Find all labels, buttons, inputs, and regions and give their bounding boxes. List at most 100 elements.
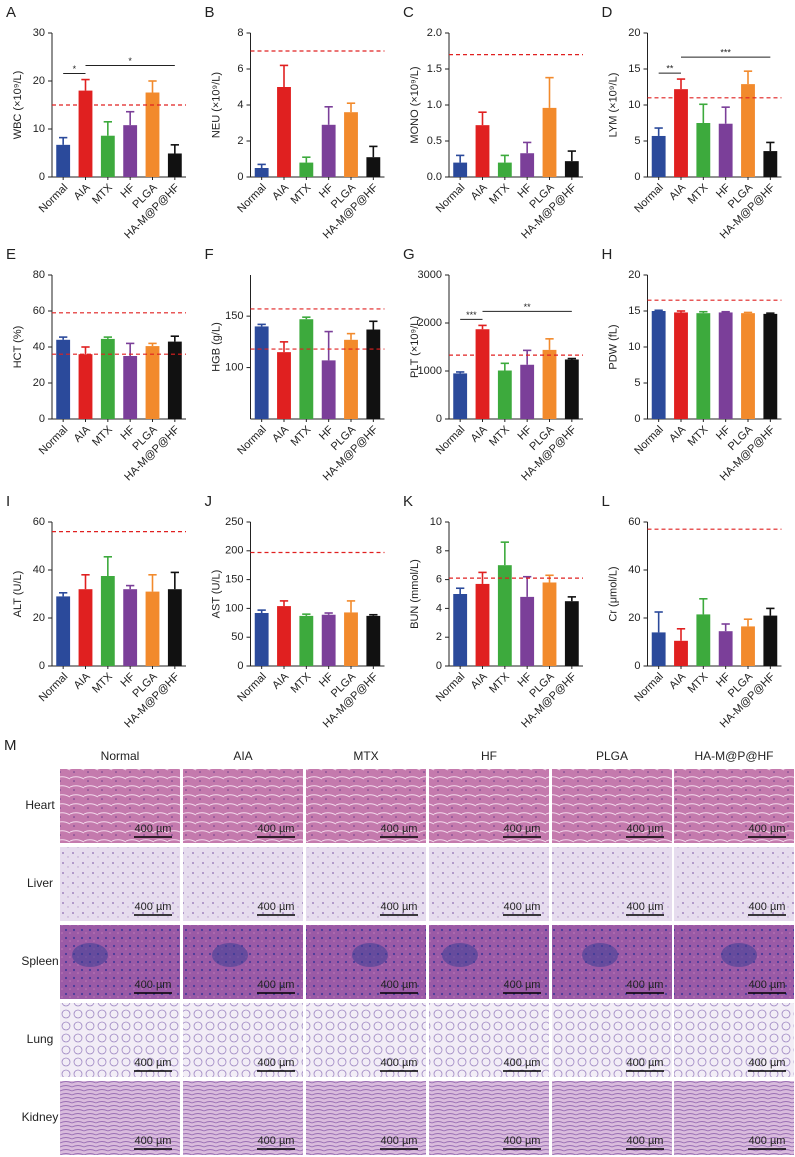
histology-texture: [674, 847, 794, 921]
scale-bar-label: 400 µm: [381, 1135, 418, 1147]
scale-bar-label: 400 µm: [749, 823, 786, 835]
x-tick-label: MTX: [289, 181, 314, 206]
x-tick-label: MTX: [487, 670, 512, 695]
x-tick-label: MTX: [289, 423, 314, 448]
scale-bar-label: 400 µm: [258, 901, 295, 913]
bar: [763, 151, 778, 177]
x-tick-label: Normal: [632, 424, 666, 458]
x-tick-label: AIA: [667, 670, 688, 691]
x-tick-label: AIA: [270, 423, 291, 444]
bar: [520, 596, 535, 666]
x-tick-label: AIA: [72, 423, 93, 444]
y-tick-label: 15: [628, 305, 640, 317]
y-tick-label: 80: [33, 269, 45, 281]
y-tick-label: 1.0: [427, 99, 442, 111]
x-tick-label: AIA: [667, 423, 688, 444]
bar: [366, 329, 381, 419]
scale-bar-label: 400 µm: [135, 901, 172, 913]
bar: [344, 112, 358, 177]
bar: [696, 123, 711, 177]
column-label: MTX: [353, 749, 378, 763]
bar: [520, 153, 535, 177]
column-label: HA-M@P@HF: [694, 749, 773, 763]
bar: [277, 606, 291, 666]
y-tick-label: 2: [436, 631, 442, 643]
scale-bar-label: 400 µm: [381, 1057, 418, 1069]
y-tick-label: 200: [225, 545, 243, 557]
x-tick-label: AIA: [72, 181, 93, 202]
row-label: Liver: [27, 876, 53, 890]
y-tick-label: 10: [33, 123, 45, 135]
column-label: HF: [481, 749, 497, 763]
y-tick-label: 100: [225, 602, 243, 614]
bar: [741, 626, 755, 666]
bar: [78, 354, 93, 419]
bar: [56, 144, 71, 177]
bar: [453, 594, 468, 666]
x-tick-label: Normal: [632, 671, 666, 705]
histology-texture: [429, 1003, 549, 1077]
histology-follicle: [721, 943, 757, 967]
scale-bar-label: 400 µm: [627, 901, 664, 913]
y-tick-label: 5: [634, 377, 640, 389]
significance-label: ***: [466, 310, 477, 320]
significance-label: **: [666, 63, 674, 73]
scale-bar-label: 400 µm: [381, 901, 418, 913]
bar: [100, 338, 115, 419]
y-axis-label: ALT (U/L): [12, 571, 24, 618]
histology-texture: [552, 1003, 672, 1077]
bar: [277, 87, 291, 177]
histology-texture: [429, 847, 549, 921]
y-tick-label: 100: [225, 361, 243, 373]
x-tick-label: AIA: [667, 181, 688, 202]
histology-follicle: [352, 943, 388, 967]
y-axis-label: PLT (×10⁹/L): [409, 316, 421, 378]
histology-follicle: [582, 943, 618, 967]
y-tick-label: 0: [436, 413, 442, 425]
bar: [299, 319, 314, 419]
panel-label: D: [602, 4, 613, 21]
row-label: Kidney: [22, 1110, 59, 1124]
y-tick-label: 5: [634, 135, 640, 147]
bar: [123, 125, 138, 177]
bar: [718, 123, 733, 177]
y-tick-label: 1.5: [427, 63, 442, 75]
histology-texture: [183, 769, 303, 843]
bar: [564, 601, 579, 666]
scale-bar-label: 400 µm: [135, 1057, 172, 1069]
histology-follicle: [212, 943, 248, 967]
bar: [321, 614, 336, 666]
histology-texture: [60, 1081, 180, 1155]
scale-bar-label: 400 µm: [749, 901, 786, 913]
histology-texture: [60, 769, 180, 843]
y-tick-label: 10: [430, 516, 442, 528]
scale-bar-label: 400 µm: [504, 1057, 541, 1069]
y-tick-label: 0.0: [427, 171, 442, 183]
x-tick-label: AIA: [469, 423, 490, 444]
y-tick-label: 40: [33, 341, 45, 353]
significance-label: *: [128, 56, 132, 66]
bar: [475, 329, 490, 419]
x-tick-label: MTX: [90, 181, 115, 206]
bar: [696, 313, 711, 419]
bar: [254, 168, 269, 177]
bar: [674, 89, 688, 177]
x-tick-label: MTX: [90, 670, 115, 695]
bar: [123, 356, 138, 419]
y-tick-label: 2000: [418, 317, 442, 329]
x-tick-label: AIA: [469, 670, 490, 691]
y-axis-label: HCT (%): [12, 326, 24, 369]
panel-label: L: [602, 493, 610, 510]
y-tick-label: 10: [628, 99, 640, 111]
y-axis-label: MONO (×10⁹/L): [409, 66, 421, 143]
x-tick-label: MTX: [487, 181, 512, 206]
scale-bar-label: 400 µm: [627, 823, 664, 835]
y-tick-label: 0: [237, 171, 243, 183]
x-tick-label: MTX: [686, 423, 711, 448]
panel-label: A: [6, 4, 16, 21]
bar: [520, 364, 535, 419]
scale-bar-label: 400 µm: [135, 1135, 172, 1147]
y-axis-label: HGB (g/L): [210, 322, 222, 372]
y-tick-label: 1000: [418, 365, 442, 377]
scale-bar-label: 400 µm: [381, 979, 418, 991]
